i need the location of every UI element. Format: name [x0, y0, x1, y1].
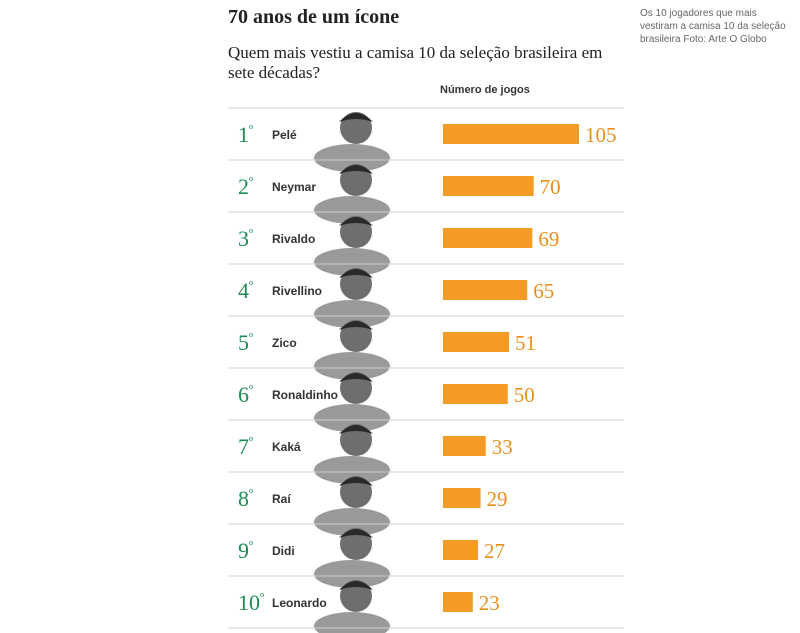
player-photo-hair [339, 321, 373, 330]
player-name: Zico [272, 336, 297, 350]
player-photo-hair [339, 477, 373, 486]
player-photo-hair [339, 373, 373, 382]
player-photo-head [340, 320, 372, 352]
player-name: Neymar [272, 180, 316, 194]
bar [443, 124, 579, 144]
page-title: 70 anos de um ícone [228, 6, 400, 28]
player-name: Didi [272, 544, 295, 558]
bar [443, 332, 510, 352]
player-photo-hair [339, 269, 373, 278]
player-name: Ronaldinho [272, 388, 338, 402]
rank-label: 5º [238, 330, 253, 355]
value-label: 70 [540, 175, 561, 199]
player-photo-shoulders [314, 612, 390, 633]
player-photo-head [340, 216, 372, 248]
player-name: Pelé [272, 128, 297, 142]
value-label: 33 [492, 435, 513, 459]
value-label: 27 [484, 539, 505, 563]
chart-subtitle: Quem mais vestiu a camisa 10 da seleção … [228, 43, 603, 82]
player-photo-head [340, 528, 372, 560]
value-label: 65 [533, 279, 554, 303]
player-photo-shoulders [314, 560, 390, 588]
bar [443, 488, 481, 508]
rank-label: 3º [238, 226, 253, 251]
player-photo-head [340, 476, 372, 508]
rank-label: 9º [238, 538, 253, 563]
player-photo-shoulders [314, 508, 390, 536]
photo-caption: Os 10 jogadores que mais vestiram a cami… [640, 8, 786, 45]
bar [443, 592, 473, 612]
value-label: 69 [538, 227, 559, 251]
player-name: Raí [272, 492, 291, 506]
rank-label: 7º [238, 434, 253, 459]
player-photo-shoulders [314, 300, 390, 328]
bar [443, 176, 534, 196]
rank-label: 1º [238, 122, 253, 147]
player-photo-head [340, 112, 372, 144]
value-label: 29 [487, 487, 508, 511]
player-photo-hair [339, 113, 373, 122]
value-label: 50 [514, 383, 535, 407]
player-photo-head [340, 580, 372, 612]
player-name: Leonardo [272, 596, 327, 610]
bar [443, 384, 508, 404]
bar [443, 280, 528, 300]
player-photo-shoulders [314, 456, 390, 484]
player-photo-head [340, 424, 372, 456]
player-photo-hair [339, 425, 373, 434]
player-photo-hair [339, 217, 373, 226]
value-label: 51 [515, 331, 536, 355]
value-label: 105 [585, 123, 617, 147]
bar [443, 436, 486, 456]
player-photo-shoulders [314, 144, 390, 172]
player-photo-shoulders [314, 248, 390, 276]
rank-label: 2º [238, 174, 253, 199]
player-photo-shoulders [314, 352, 390, 380]
player-photo-hair [339, 581, 373, 590]
player-photo-hair [339, 529, 373, 538]
player-name: Rivaldo [272, 232, 315, 246]
player-photo-shoulders [314, 404, 390, 432]
rank-label: 10º [238, 590, 264, 615]
player-photo-hair [339, 165, 373, 174]
player-photo-head [340, 164, 372, 196]
column-header: Número de jogos [440, 84, 530, 96]
rank-label: 8º [238, 486, 253, 511]
player-name: Kaká [272, 440, 301, 454]
player-photo-head [340, 268, 372, 300]
bar [443, 540, 478, 560]
value-label: 23 [479, 591, 500, 615]
rank-label: 4º [238, 278, 253, 303]
player-photo-shoulders [314, 196, 390, 224]
player-name: Rivellino [272, 284, 322, 298]
bar [443, 228, 533, 248]
rank-label: 6º [238, 382, 253, 407]
player-photo-head [340, 372, 372, 404]
